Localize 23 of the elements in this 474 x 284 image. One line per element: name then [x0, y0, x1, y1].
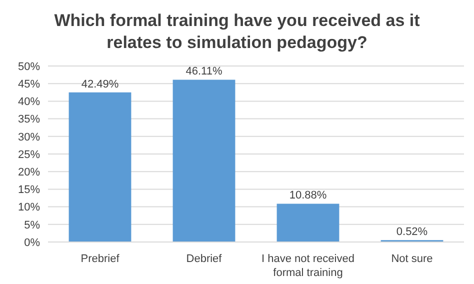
- data-label: 42.49%: [81, 78, 119, 90]
- y-tick-label: 35%: [18, 114, 40, 126]
- y-tick-label: 25%: [18, 148, 40, 161]
- bar: [172, 80, 236, 242]
- data-label: 46.11%: [186, 66, 222, 78]
- y-tick-label: 40%: [18, 96, 40, 108]
- y-tick-label: 5%: [24, 219, 40, 232]
- data-label: 0.52%: [396, 226, 428, 238]
- bar: [68, 92, 132, 242]
- data-label: 10.88%: [289, 190, 327, 202]
- x-tick-label: Prebrief: [80, 253, 120, 265]
- chart-title: Which formal training have you received as it relates to simulation pedagogy?: [53, 10, 421, 54]
- y-tick-label: 30%: [18, 131, 40, 144]
- y-tick-label: 0%: [24, 236, 40, 249]
- y-tick-label: 45%: [18, 78, 40, 91]
- bar: [276, 204, 340, 242]
- x-tick-label: Debrief: [186, 253, 223, 265]
- y-tick-label: 20%: [18, 166, 40, 179]
- x-tick-label: I have not received formal training: [262, 253, 354, 279]
- y-tick-label: 15%: [18, 184, 40, 196]
- x-tick-label: Not sure: [391, 253, 433, 265]
- y-tick-label: 10%: [18, 202, 40, 214]
- y-tick-label: 50%: [18, 60, 40, 73]
